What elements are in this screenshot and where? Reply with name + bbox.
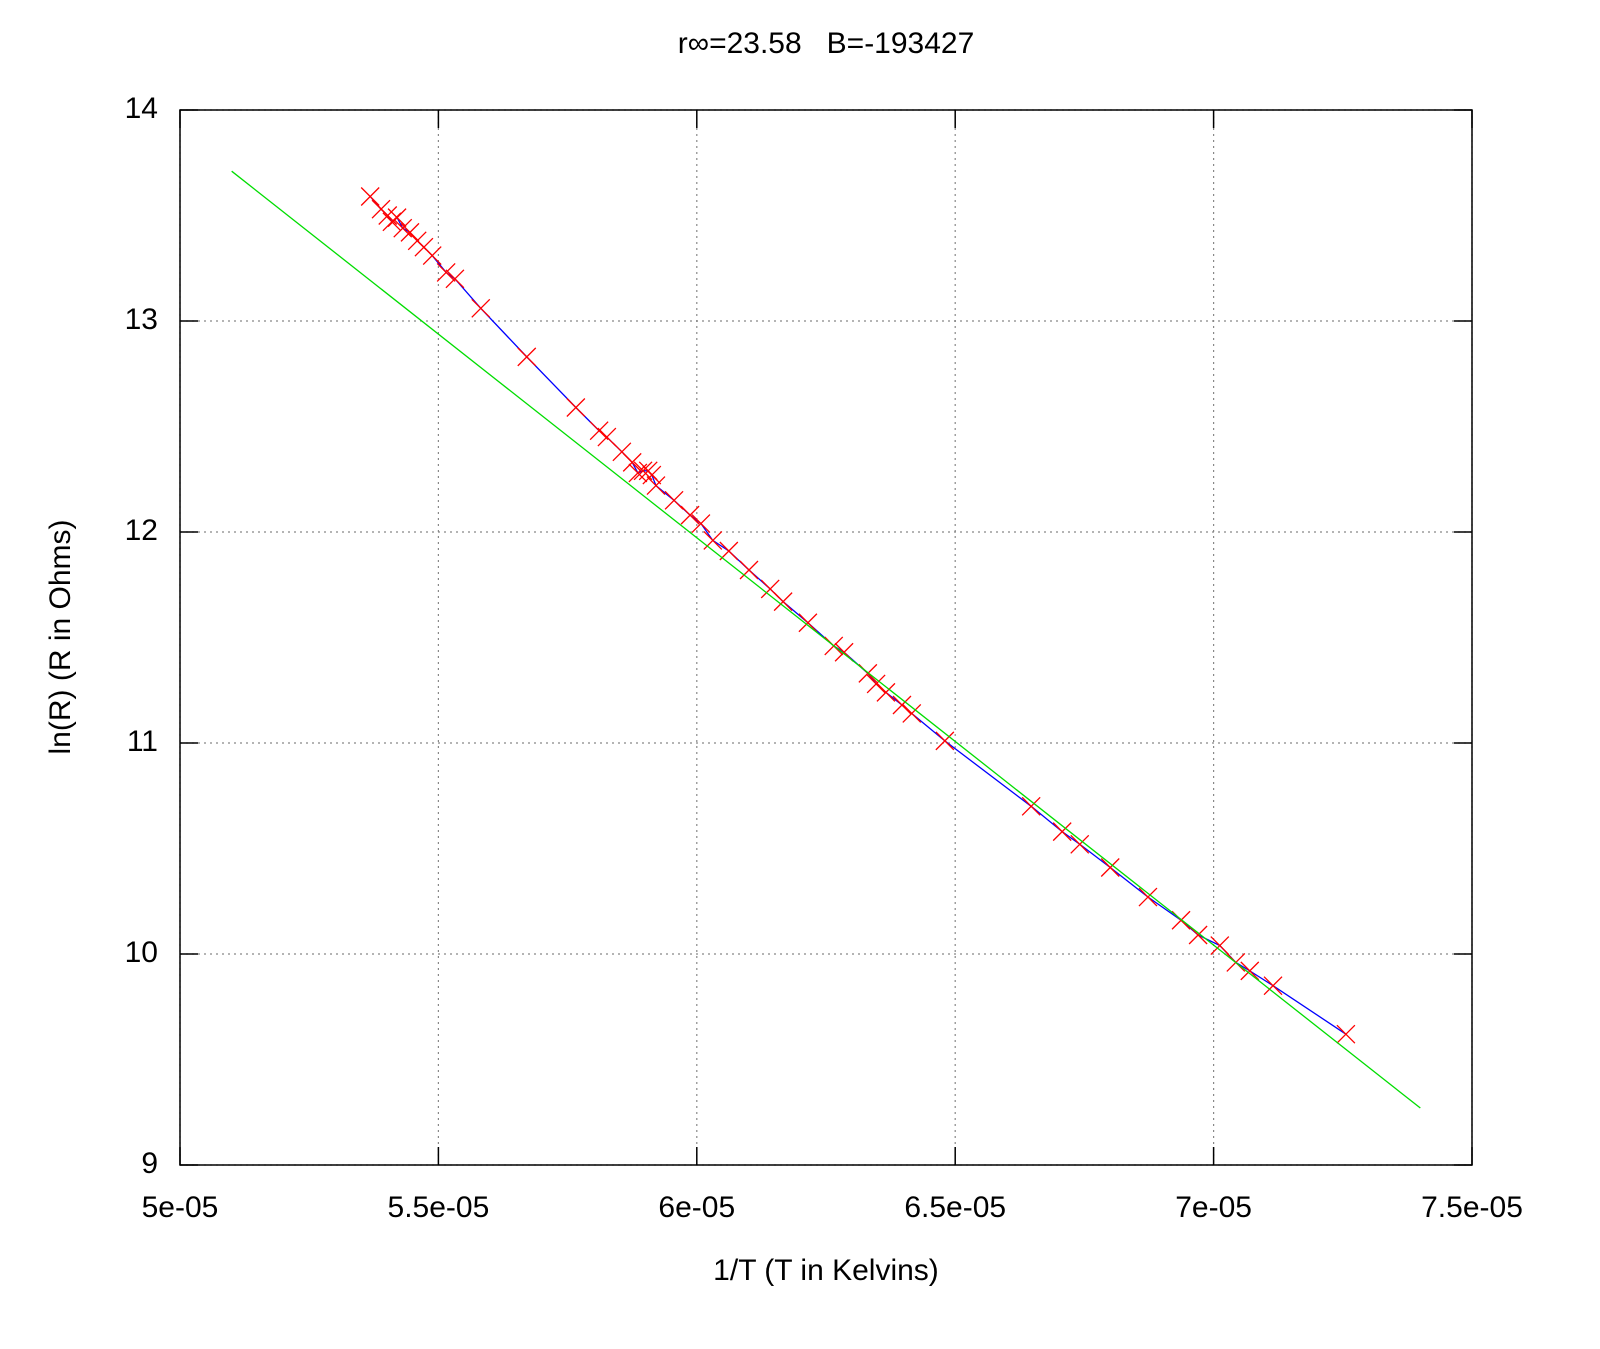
data-point bbox=[422, 246, 442, 266]
x-tick-label: 7.5e-05 bbox=[1421, 1191, 1523, 1224]
data-point bbox=[436, 263, 456, 282]
data-point bbox=[360, 187, 380, 206]
data-point bbox=[1263, 976, 1283, 996]
x-tick-label: 7e-05 bbox=[1175, 1191, 1252, 1224]
data-point bbox=[589, 421, 609, 441]
x-tick-label: 5.5e-05 bbox=[388, 1191, 490, 1224]
data-point bbox=[471, 298, 491, 318]
data-point bbox=[691, 514, 711, 534]
data-point bbox=[633, 461, 653, 481]
data-point bbox=[517, 347, 537, 367]
x-tick-label: 6e-05 bbox=[658, 1191, 735, 1224]
data-point bbox=[680, 505, 700, 525]
y-axis-label: ln(R) (R in Ohms) bbox=[44, 519, 77, 754]
data-point bbox=[902, 704, 922, 723]
fit-line bbox=[231, 170, 1421, 1109]
data-point bbox=[622, 452, 642, 472]
data-point bbox=[642, 465, 662, 485]
data-point bbox=[1021, 796, 1041, 816]
chart-title: r∞=23.58 B=-193427 bbox=[678, 27, 975, 60]
y-tick-label: 10 bbox=[125, 936, 158, 969]
data-point bbox=[646, 476, 666, 496]
data-point bbox=[866, 674, 886, 694]
data-point bbox=[566, 398, 586, 417]
data-point bbox=[739, 560, 759, 580]
data-point bbox=[445, 269, 465, 289]
x-axis-label: 1/T (T in Kelvins) bbox=[713, 1254, 939, 1287]
x-tick-label: 5e-05 bbox=[142, 1191, 219, 1224]
y-tick-label: 11 bbox=[127, 725, 158, 758]
data-point bbox=[1210, 936, 1230, 956]
data-point bbox=[1188, 925, 1208, 945]
data-point bbox=[387, 208, 407, 228]
y-tick-label: 13 bbox=[125, 303, 158, 336]
data-point bbox=[1138, 887, 1158, 907]
data-point bbox=[876, 682, 896, 702]
data-point bbox=[664, 490, 684, 510]
y-tick-label: 14 bbox=[125, 92, 158, 125]
data-point bbox=[892, 695, 912, 715]
y-tick-label: 9 bbox=[141, 1147, 158, 1180]
y-tick-label: 12 bbox=[125, 514, 158, 547]
data-point bbox=[935, 731, 955, 751]
plot-frame bbox=[179, 109, 1473, 1166]
data-point bbox=[798, 613, 818, 633]
x-tick-label: 6.5e-05 bbox=[904, 1191, 1006, 1224]
data-point bbox=[382, 212, 402, 232]
data-point bbox=[1240, 961, 1260, 981]
data-point bbox=[1100, 858, 1120, 877]
data-point bbox=[1052, 822, 1072, 842]
data-point bbox=[773, 592, 793, 612]
data-point bbox=[719, 541, 739, 561]
data-point bbox=[1070, 834, 1090, 854]
data-point bbox=[1336, 1024, 1356, 1044]
